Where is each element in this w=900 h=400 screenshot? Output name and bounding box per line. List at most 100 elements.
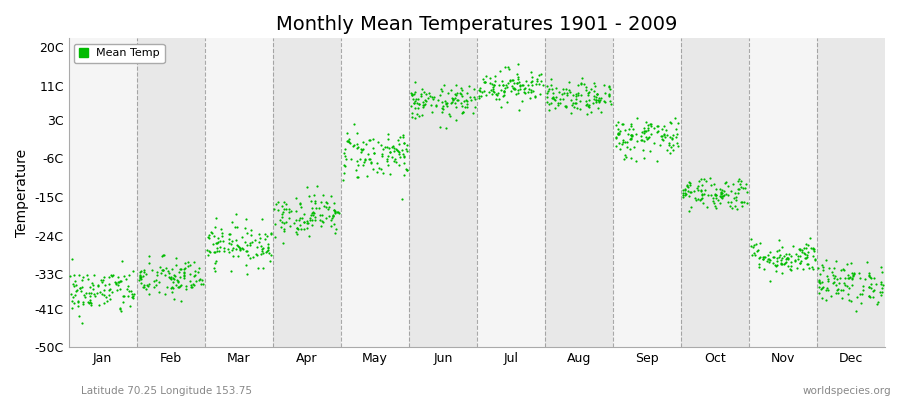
Point: [513, 83, 527, 89]
Point: [842, 273, 857, 280]
Point: [793, 260, 807, 266]
Point: [123, 303, 138, 309]
Point: [405, 91, 419, 97]
Point: [305, 209, 320, 215]
Point: [386, 142, 400, 149]
Point: [209, 257, 223, 264]
Point: [761, 252, 776, 258]
Point: [289, 195, 303, 201]
Point: [137, 284, 151, 290]
Point: [410, 110, 424, 117]
Point: [798, 245, 813, 251]
Point: [860, 258, 874, 265]
Point: [641, 127, 655, 133]
Point: [616, 156, 631, 162]
Point: [208, 268, 222, 274]
Point: [670, 131, 684, 137]
Point: [542, 107, 556, 113]
Point: [134, 268, 148, 274]
Point: [448, 100, 463, 106]
Point: [510, 90, 525, 96]
Point: [91, 282, 105, 288]
Point: [240, 252, 255, 258]
Point: [257, 236, 272, 242]
Point: [255, 248, 269, 254]
Point: [466, 110, 481, 116]
Point: [261, 247, 275, 253]
Point: [727, 203, 742, 210]
Point: [545, 95, 560, 102]
Point: [779, 255, 794, 262]
Point: [174, 298, 188, 304]
Point: [813, 284, 827, 290]
Point: [824, 293, 838, 300]
Point: [284, 208, 298, 214]
Point: [804, 245, 818, 251]
Point: [594, 95, 608, 102]
Point: [772, 254, 787, 260]
Point: [491, 90, 506, 96]
Point: [433, 124, 447, 130]
Point: [664, 144, 679, 150]
Point: [301, 219, 315, 226]
Point: [814, 279, 829, 285]
Point: [113, 278, 128, 284]
Point: [724, 199, 738, 206]
Point: [518, 85, 532, 91]
Point: [821, 278, 835, 284]
Point: [115, 258, 130, 264]
Point: [642, 134, 656, 140]
Point: [695, 192, 709, 198]
Point: [485, 81, 500, 87]
Point: [544, 86, 559, 92]
Point: [363, 137, 377, 144]
Point: [302, 217, 317, 223]
Point: [554, 91, 569, 97]
Point: [411, 101, 426, 107]
Point: [156, 266, 170, 273]
Point: [294, 226, 309, 232]
Point: [815, 285, 830, 291]
Point: [540, 94, 554, 100]
Point: [308, 200, 322, 206]
Point: [662, 140, 677, 146]
Point: [445, 95, 459, 102]
Point: [869, 301, 884, 307]
Point: [540, 90, 554, 96]
Point: [176, 275, 191, 282]
Point: [238, 216, 253, 222]
Point: [159, 265, 174, 272]
Point: [696, 200, 710, 206]
Point: [684, 204, 698, 210]
Point: [624, 132, 638, 138]
Point: [233, 245, 248, 251]
Point: [83, 284, 97, 290]
Point: [202, 248, 216, 255]
Point: [495, 78, 509, 84]
Point: [869, 280, 884, 287]
Point: [624, 132, 638, 138]
Point: [477, 79, 491, 85]
Point: [749, 240, 763, 247]
Point: [82, 290, 96, 296]
Point: [682, 189, 697, 195]
Point: [90, 290, 104, 296]
Point: [117, 292, 131, 299]
Point: [540, 83, 554, 89]
Point: [214, 233, 229, 239]
Point: [137, 268, 151, 275]
Point: [651, 123, 665, 129]
Point: [637, 138, 652, 144]
Point: [460, 90, 474, 96]
Point: [799, 254, 814, 260]
Point: [570, 105, 584, 111]
Point: [707, 203, 722, 210]
Point: [566, 100, 580, 106]
Point: [113, 286, 128, 292]
Point: [546, 93, 561, 100]
Point: [847, 270, 861, 276]
Point: [172, 269, 186, 275]
Point: [807, 248, 822, 254]
Point: [418, 91, 433, 97]
Point: [555, 96, 570, 103]
